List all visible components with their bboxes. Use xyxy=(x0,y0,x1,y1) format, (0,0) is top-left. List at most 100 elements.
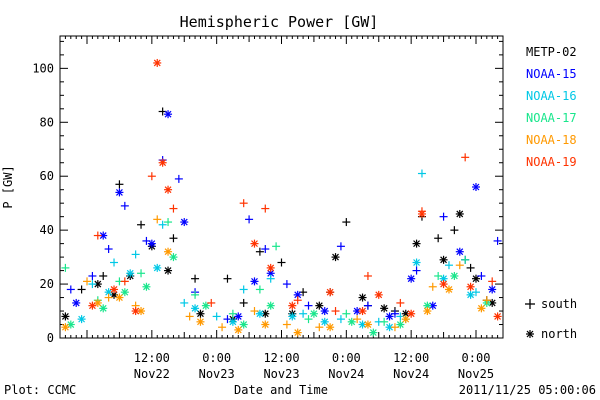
legend: METP-02 NOAA-15 NOAA-16 NOAA-17 NOAA-18 NOAA-… xyxy=(526,45,577,169)
south-point xyxy=(277,258,286,267)
north-point xyxy=(255,309,264,318)
north-point xyxy=(261,320,270,329)
south-point xyxy=(174,174,183,183)
y-tick-label: 40 xyxy=(40,223,54,237)
data-points xyxy=(61,58,502,337)
south-point xyxy=(212,312,221,321)
north-point xyxy=(396,320,405,329)
south-point xyxy=(250,307,259,316)
south-point xyxy=(304,301,313,310)
x-tick-label-date: Nov23 xyxy=(263,367,299,381)
north-point xyxy=(234,325,243,334)
north-point xyxy=(471,183,480,191)
south-point xyxy=(223,274,232,283)
north-point xyxy=(363,320,372,329)
south-point xyxy=(304,315,313,324)
south-point xyxy=(245,215,254,224)
north-point xyxy=(250,239,259,248)
north-point xyxy=(450,271,459,280)
y-axis-label: P [GW] xyxy=(1,165,15,208)
north-point xyxy=(61,312,70,321)
north-point xyxy=(164,266,173,275)
north-point xyxy=(347,317,356,326)
y-tick-label: 80 xyxy=(40,115,54,129)
south-point xyxy=(482,296,491,305)
north-point xyxy=(455,209,464,218)
south-point xyxy=(228,309,237,318)
north-point xyxy=(266,263,275,272)
north-point xyxy=(153,263,162,272)
legend-entry: METP-02 xyxy=(526,45,577,59)
x-tick-label-time: 0:00 xyxy=(462,351,491,365)
south-point xyxy=(336,242,345,251)
north-point xyxy=(158,158,167,167)
north-point xyxy=(444,285,453,294)
north-point xyxy=(477,304,486,313)
north-point xyxy=(326,323,335,332)
north-point xyxy=(423,307,432,316)
chart-title: Hemispheric Power [GW] xyxy=(180,13,379,31)
north-point xyxy=(164,247,173,256)
south-point xyxy=(477,271,486,280)
south-point xyxy=(390,323,399,332)
north-point xyxy=(288,301,297,310)
south-point xyxy=(444,261,453,270)
south-point xyxy=(169,234,178,243)
north-point xyxy=(234,312,243,321)
north-point xyxy=(309,309,318,318)
north-point xyxy=(142,282,151,291)
x-tick-label-date: Nov25 xyxy=(458,367,494,381)
north-point xyxy=(293,290,302,299)
south-point xyxy=(315,323,324,332)
x-tick-label-time: 12:00 xyxy=(263,351,299,365)
south-point xyxy=(261,204,270,213)
north-point xyxy=(115,188,124,197)
north-point xyxy=(180,218,189,227)
south-point xyxy=(207,298,216,307)
south-point xyxy=(331,307,340,316)
north-point xyxy=(315,301,324,310)
south-point xyxy=(191,290,200,299)
south-point xyxy=(104,293,113,302)
marker-legend: south north xyxy=(525,297,577,341)
south-point xyxy=(417,169,426,178)
south-point xyxy=(61,263,70,272)
north-point xyxy=(164,185,173,194)
north-point xyxy=(358,307,367,316)
south-point xyxy=(493,236,502,245)
marker-legend-label: north xyxy=(541,327,577,341)
y-axis: 0 20 40 60 80 100 xyxy=(32,40,503,345)
south-point xyxy=(147,172,156,181)
north-point xyxy=(288,312,297,321)
plot-credit: Plot: CCMC xyxy=(4,383,76,397)
north-point xyxy=(466,290,475,299)
north-point xyxy=(201,301,210,310)
north-point xyxy=(131,307,140,316)
south-point xyxy=(434,234,443,243)
north-point xyxy=(61,323,70,332)
north-point xyxy=(250,277,259,286)
north-point xyxy=(126,269,135,278)
x-tick-label-time: 0:00 xyxy=(202,351,231,365)
y-tick-label: 20 xyxy=(40,277,54,291)
x-tick-label-time: 12:00 xyxy=(134,351,170,365)
south-point xyxy=(353,315,362,324)
south-point xyxy=(336,315,345,324)
south-point xyxy=(120,201,129,210)
south-point xyxy=(77,285,86,294)
north-point xyxy=(110,285,119,294)
legend-entry: NOAA-16 xyxy=(526,89,577,103)
north-point xyxy=(428,301,437,310)
x-tick-label-date: Nov23 xyxy=(199,367,235,381)
south-point xyxy=(434,271,443,280)
south-point xyxy=(282,320,291,329)
north-point xyxy=(99,231,108,240)
south-point xyxy=(115,180,124,189)
south-point xyxy=(461,153,470,162)
north-point xyxy=(72,298,81,307)
north-point xyxy=(358,293,367,302)
x-tick-label-date: Nov24 xyxy=(393,367,429,381)
legend-entry: NOAA-19 xyxy=(526,155,577,169)
north-point xyxy=(77,315,86,324)
north-point xyxy=(196,317,205,326)
